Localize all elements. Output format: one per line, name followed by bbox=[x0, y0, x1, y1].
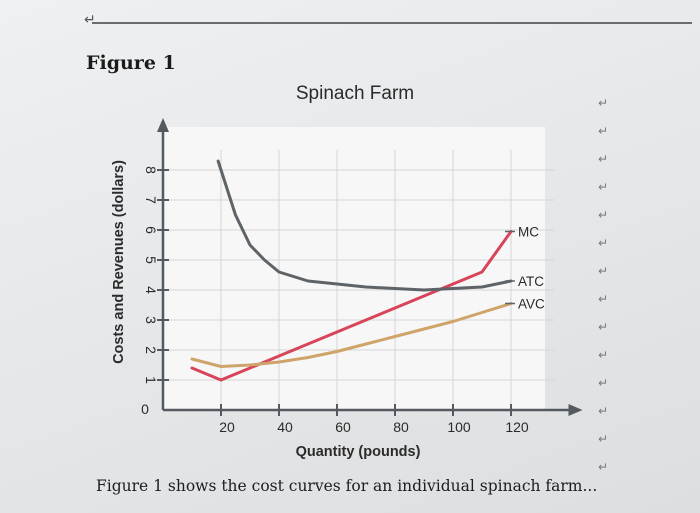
series-lines bbox=[190, 159, 513, 382]
y-tick-label: 8 bbox=[143, 166, 159, 174]
y-axis-arrow bbox=[157, 118, 169, 132]
grid-lines bbox=[163, 150, 555, 410]
axes bbox=[157, 118, 583, 416]
x-axis-label: Quantity (pounds) bbox=[296, 444, 421, 460]
page-top-rule bbox=[92, 22, 692, 24]
x-axis-arrow bbox=[568, 404, 583, 416]
figure-label: Figure 1 bbox=[86, 52, 176, 74]
y-tick-label: 2 bbox=[143, 346, 159, 354]
margin-return-marks: ↵ ↵ ↵ ↵ ↵ ↵ ↵ ↵ ↵ ↵ ↵ ↵ ↵ ↵ bbox=[598, 96, 609, 474]
paragraph-mark-icon: ↵ bbox=[84, 12, 96, 28]
series-label-atc: ATC bbox=[518, 274, 544, 289]
series-labels: MC ATC AVC bbox=[505, 225, 545, 312]
x-tick-label: 120 bbox=[505, 419, 529, 435]
series-label-avc: AVC bbox=[518, 297, 545, 312]
figure-caption: Figure 1 shows the cost curves for an in… bbox=[96, 477, 598, 495]
origin-label: 0 bbox=[141, 401, 149, 417]
x-tick-label: 40 bbox=[277, 419, 293, 435]
x-tick-label: 80 bbox=[393, 419, 409, 435]
y-tick-label: 7 bbox=[143, 196, 159, 204]
plot-area bbox=[163, 127, 545, 410]
y-tick-label: 4 bbox=[143, 286, 159, 294]
y-tick-label: 5 bbox=[143, 256, 159, 264]
y-tick-label: 6 bbox=[143, 226, 159, 234]
chart-title: Spinach Farm bbox=[295, 83, 415, 104]
x-tick-label: 20 bbox=[219, 419, 235, 435]
series-label-mc: MC bbox=[518, 225, 539, 240]
x-tick-label: 100 bbox=[447, 419, 471, 435]
x-tick-label: 60 bbox=[335, 419, 351, 435]
series-line-avc bbox=[190, 302, 513, 368]
series-line-atc bbox=[216, 159, 513, 292]
series-line-mc bbox=[190, 230, 513, 382]
y-axis-label: Costs and Revenues (dollars) bbox=[111, 160, 127, 364]
y-tick-label: 1 bbox=[143, 376, 159, 384]
y-tick-label: 3 bbox=[143, 316, 159, 324]
